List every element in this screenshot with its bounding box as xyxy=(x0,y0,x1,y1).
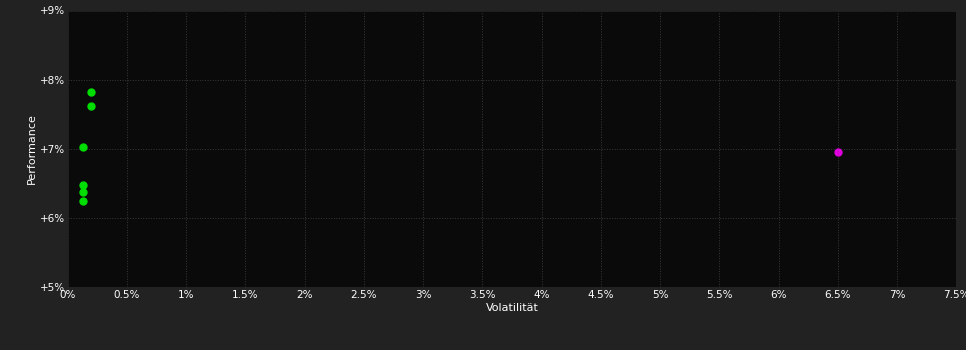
Point xyxy=(830,149,845,155)
Point xyxy=(75,145,91,150)
Y-axis label: Performance: Performance xyxy=(27,113,37,184)
Point xyxy=(84,89,99,95)
Point xyxy=(84,103,99,109)
Point xyxy=(75,198,91,203)
Point xyxy=(75,189,91,194)
Point xyxy=(75,182,91,188)
X-axis label: Volatilität: Volatilität xyxy=(486,302,538,313)
